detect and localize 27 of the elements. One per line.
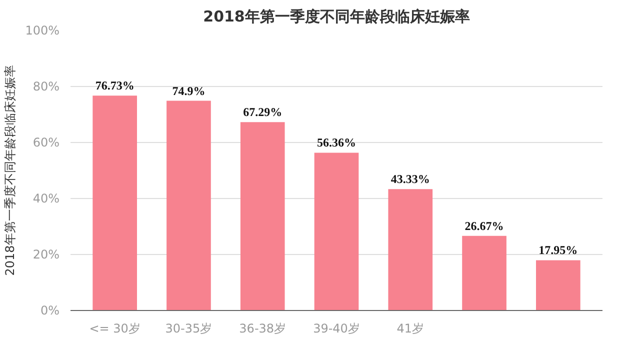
y-tick-label: 100% bbox=[25, 24, 60, 38]
x-tick-label: <= 30岁 bbox=[89, 322, 140, 336]
chart-title: 2018年第一季度不同年龄段临床妊娠率 bbox=[203, 8, 470, 26]
x-tick-label: 39-40岁 bbox=[313, 322, 360, 336]
y-tick-label: 20% bbox=[32, 248, 60, 262]
data-label: 26.67% bbox=[464, 218, 504, 233]
bar bbox=[92, 96, 137, 310]
bar bbox=[388, 189, 433, 310]
data-label: 43.33% bbox=[390, 172, 430, 186]
data-label: 56.36% bbox=[317, 136, 356, 150]
data-label: 74.9% bbox=[172, 84, 206, 98]
y-tick-label: 40% bbox=[32, 192, 60, 206]
bar bbox=[536, 260, 580, 310]
data-label: 17.95% bbox=[538, 243, 578, 258]
y-tick-label: 60% bbox=[32, 136, 60, 150]
x-tick-label: 41岁 bbox=[396, 322, 424, 336]
bar bbox=[462, 236, 506, 310]
bar bbox=[314, 152, 359, 310]
y-tick-label: 0% bbox=[40, 304, 60, 318]
bar bbox=[166, 100, 211, 310]
data-label: 76.73% bbox=[95, 78, 134, 93]
y-axis-title: 2018年第一季度不同年龄段临床妊娠率 bbox=[3, 65, 18, 276]
data-label: 67.29% bbox=[243, 105, 282, 120]
bar bbox=[240, 122, 285, 310]
x-tick-label: 36-38岁 bbox=[239, 322, 286, 336]
y-tick-label: 80% bbox=[32, 80, 60, 94]
x-tick-label: 30-35岁 bbox=[165, 322, 212, 336]
